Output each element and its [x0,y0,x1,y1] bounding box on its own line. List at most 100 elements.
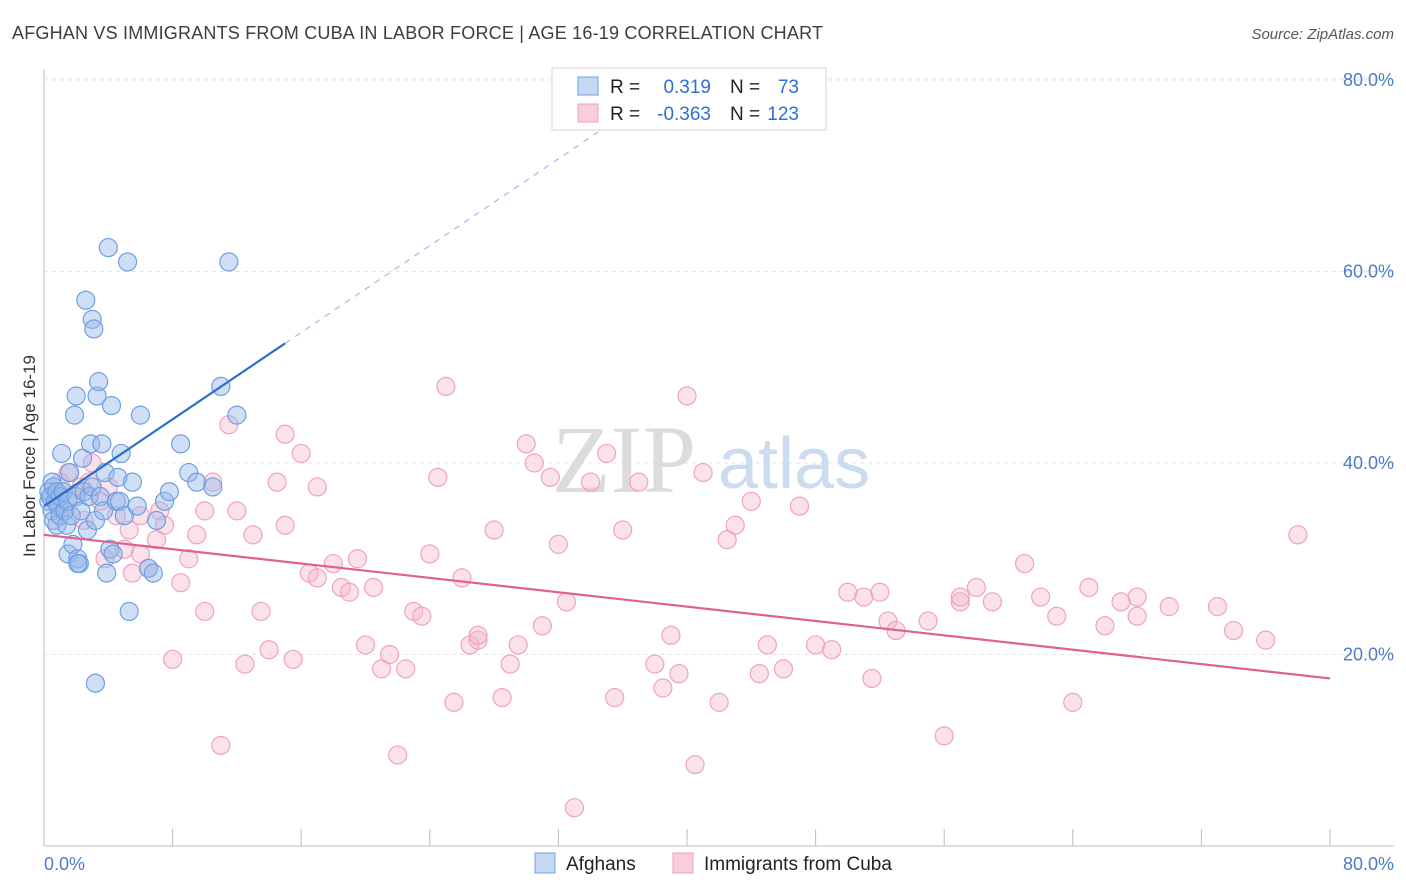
cuba-point-36 [267,472,287,492]
watermark-zip: ZIP [552,406,696,513]
cuba-point-79 [645,654,665,674]
cuba-point-87 [717,529,737,550]
cuba-point-46 [339,582,360,602]
cuba-point-81 [661,625,681,645]
cuba-point-101 [918,611,938,631]
afghans-point-61 [146,510,167,531]
cuba-point-70 [540,467,560,487]
cuba-point-65 [500,654,520,674]
gridlines [44,77,1394,655]
cuba-point-111 [1095,616,1115,636]
cuba-point-38 [275,424,295,444]
afghans-point-16 [56,515,77,535]
afghans-point-27 [71,501,91,521]
cuba-point-109 [1063,692,1083,712]
cuba-point-107 [1031,587,1051,607]
cuba-point-56 [420,544,440,564]
cuba-point-71 [548,534,569,554]
cuba-point-28 [203,472,223,492]
chart-title: AFGHAN VS IMMIGRANTS FROM CUBA IN LABOR … [12,23,823,43]
cuba-point-103 [950,592,970,612]
afghans-point-72 [68,553,88,574]
cuba-point-75 [597,443,617,464]
afghans-point-53 [114,506,134,526]
cuba-point-84 [685,755,705,775]
cuba-point-34 [251,601,271,622]
cuba-point-39 [283,649,303,669]
cuba-point-22 [163,649,183,669]
afghans-point-65 [179,462,199,483]
cuba-point-116 [1223,620,1244,641]
cuba-point-97 [854,587,874,607]
afghans-point-69 [227,405,247,425]
cuba-point-73 [564,798,585,818]
cuba-point-89 [741,491,761,511]
afghans-point-35 [82,477,102,497]
cuba-point-24 [179,549,199,569]
x-tick-label-min: 0.0% [44,854,85,874]
cuba-point-119 [468,625,488,645]
cuba-point-53 [396,659,416,679]
cuba-point-29 [211,735,231,756]
cuba-point-50 [371,659,392,679]
afghans-point-28 [72,448,93,468]
afghans-point-47 [101,395,122,416]
cuba-point-32 [235,654,255,674]
cuba-point-66 [508,635,528,655]
cuba-point-27 [195,601,215,622]
cuba-point-98 [862,668,882,689]
afghans-r-label: R = [610,77,640,98]
cuba-point-74 [580,472,601,492]
legend-afghans-label: Afghans [566,854,636,875]
legend-cuba-swatch [672,852,694,874]
cuba-point-67 [516,434,536,454]
afghans-point-60 [143,563,163,583]
cuba-point-122 [1288,525,1308,545]
cuba-point-43 [307,568,327,588]
y-tick-label-80: 80.0% [1343,70,1394,90]
afghans-point-67 [203,477,223,497]
bottom-legend: Afghans Immigrants from Cuba [534,852,892,875]
cuba-point-25 [187,525,207,545]
cuba-point-15 [122,563,143,583]
cuba-point-120 [870,582,890,602]
cuba-point-113 [1127,587,1147,607]
afghans-point-13 [52,443,72,464]
y-tick-label-20: 20.0% [1343,645,1394,665]
afghans-point-66 [187,472,207,492]
afghans-point-21 [63,534,83,554]
cuba-point-92 [773,659,794,679]
afghans-point-23 [66,386,86,406]
afghans-point-30 [76,290,96,310]
stats-legend: R = 0.319 N = 73 R = -0.363 N = 123 [551,67,827,131]
afghans-point-39 [89,372,109,392]
y-tick-label-40: 40.0% [1343,453,1394,473]
afghans-point-20 [61,506,81,526]
cuba-point-40 [291,443,311,464]
cuba-point-23 [171,573,191,593]
afghans-point-58 [130,405,151,425]
cuba-point-105 [982,592,1003,612]
afghans-point-51 [109,491,130,511]
cuba-point-106 [1014,553,1035,574]
cuba-point-77 [613,520,633,540]
cuba-point-86 [709,692,729,712]
cuba-point-69 [532,616,552,636]
afghans-point-19 [60,462,80,483]
cuba-point-64 [492,687,512,708]
cuba-point-112 [1111,592,1131,612]
cuba-point-47 [347,549,368,569]
cuba-r-value: -0.363 [657,104,711,125]
cuba-point-31 [227,501,247,521]
cuba-point-49 [363,577,384,598]
cuba-n-label: N = [730,104,760,125]
afghans-point-50 [108,467,128,487]
cuba-point-95 [822,640,842,660]
cuba-point-114 [1159,597,1179,617]
afghans-trend-extension [284,114,624,344]
cuba-point-117 [1256,630,1276,650]
cuba-trend-line [43,533,1331,680]
cuba-point-88 [725,515,745,535]
cuba-point-115 [1207,597,1228,617]
